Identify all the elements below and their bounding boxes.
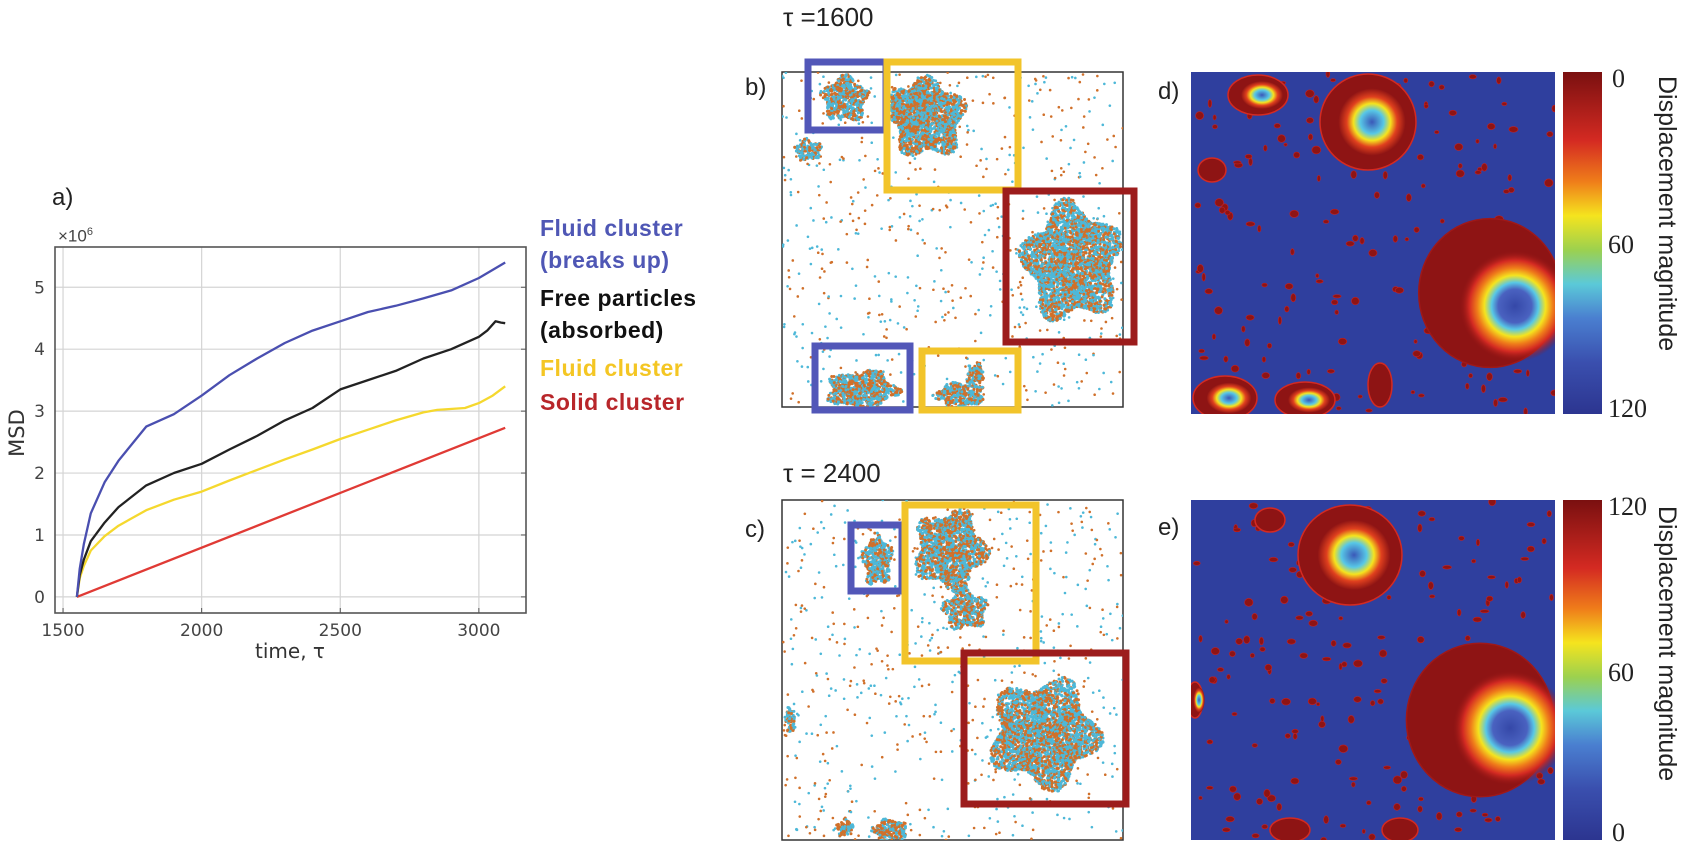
series-line-fluid-cluster-breaks-up (75, 261, 506, 598)
y-tick-label: 3 (34, 402, 45, 422)
legend-item-solid: Solid cluster (540, 386, 697, 418)
x-tick-label: 2500 (319, 621, 362, 641)
panel-a-label: a) (52, 184, 74, 211)
colorbar-d-tick-mid: 60 (1608, 230, 1634, 259)
legend-text: (breaks up) (540, 247, 670, 273)
box-solid (1002, 187, 1138, 346)
panel-d-label: d) (1158, 78, 1180, 105)
y-axis-label: MSD (5, 409, 29, 457)
series-lines (75, 261, 506, 598)
displacement-map-d (1191, 72, 1602, 414)
legend-text: Fluid cluster (540, 215, 684, 241)
legend-text: Solid cluster (540, 389, 685, 415)
colorbar-e (1563, 500, 1602, 840)
legend-item-fluid: Fluid cluster (540, 352, 697, 384)
panel-b-title: τ =1600 (783, 2, 874, 32)
y-multiplier-base: ×10 (58, 226, 87, 246)
colorbar-d (1563, 72, 1602, 414)
box-fluid (901, 501, 1040, 665)
y-tick-label: 0 (34, 588, 45, 608)
x-tick-label: 1500 (41, 621, 84, 641)
colorbar-e-label: Displacement magnitude (1653, 506, 1681, 782)
box-solid (960, 649, 1130, 808)
x-tick-label: 3000 (457, 621, 500, 641)
panel-c-title: τ = 2400 (783, 458, 881, 488)
y-tick-label: 4 (34, 340, 45, 360)
x-tick-label: 2000 (180, 621, 223, 641)
box-fluid-breaks (811, 342, 914, 414)
legend-item-free-particles: Free particles (absorbed) (540, 282, 697, 346)
panel-b-label: b) (745, 74, 767, 101)
plot-frame (54, 246, 527, 614)
colorbar-e-tick-top: 120 (1608, 492, 1647, 521)
grid (55, 247, 526, 613)
panel-c-label: c) (745, 516, 765, 543)
particle-snapshot-c (781, 499, 1130, 841)
series-line-solid-cluster (76, 426, 506, 598)
colorbar-d-tick-bottom: 120 (1608, 394, 1647, 423)
ticks: 1500 2000 2500 3000 0 1 2 3 4 5 (34, 278, 526, 641)
x-axis-label: time, τ (255, 639, 325, 663)
y-tick-label: 2 (34, 464, 45, 484)
legend: Fluid cluster (breaks up) Free particles… (540, 212, 697, 418)
legend-item-fluid-breaks: Fluid cluster (breaks up) (540, 212, 697, 276)
displacement-map-e (1191, 500, 1602, 840)
y-multiplier-exponent: 6 (86, 226, 93, 238)
y-tick-label: 1 (34, 526, 45, 546)
legend-text: (absorbed) (540, 317, 664, 343)
series-line-free-particles-absorbed (75, 320, 506, 598)
y-tick-label: 5 (34, 278, 45, 298)
box-fluid (918, 347, 1022, 414)
series-line-fluid-cluster (75, 385, 506, 598)
panel-e-label: e) (1158, 514, 1180, 541)
box-fluid (883, 58, 1022, 194)
colorbar-d-tick-top: 0 (1612, 64, 1625, 93)
y-multiplier: ×106 (58, 226, 93, 247)
legend-text: Fluid cluster (540, 355, 684, 381)
colorbar-e-tick-mid: 60 (1608, 658, 1634, 687)
msd-chart: 1500 2000 2500 3000 0 1 2 3 4 5 time, τ MSD (5, 246, 527, 663)
legend-text: Free particles (540, 285, 697, 311)
colorbar-d-label: Displacement magnitude (1653, 76, 1681, 352)
colorbar-e-tick-bottom: 0 (1612, 818, 1625, 847)
particle-snapshot-b (781, 58, 1138, 414)
